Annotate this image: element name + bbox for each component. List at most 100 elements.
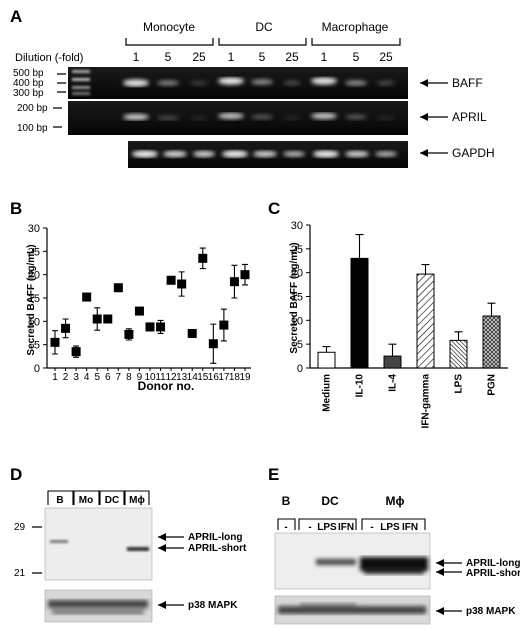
- y-tick-label-b: 15: [28, 293, 40, 305]
- lane-label-dc: DC: [105, 495, 119, 506]
- blot-d-april: [44, 507, 153, 581]
- data-point-b: [187, 328, 197, 338]
- dilution-1: 5: [165, 50, 172, 64]
- lane-label-mo: Mo: [79, 495, 93, 506]
- dilution-2: 25: [192, 50, 206, 64]
- data-point-b: [61, 323, 71, 333]
- lane-label-e-3: IFN: [338, 522, 354, 533]
- group-bracket-macrophage: Macrophage: [311, 20, 401, 46]
- panel-c-ylabel: Secreted BAFF (ng/mL): [289, 242, 300, 353]
- data-point-b: [113, 283, 123, 293]
- x-tick-label-b: 8: [126, 372, 132, 383]
- x-tick-label-b: 4: [84, 372, 90, 383]
- y-tick-label-c: 5: [297, 339, 303, 351]
- y-tick-label-b: 0: [34, 363, 40, 375]
- data-point-b: [219, 320, 229, 330]
- y-tick-label-c: 15: [291, 292, 303, 304]
- y-tick-label-c: 10: [291, 315, 303, 327]
- x-tick-label-b: 6: [105, 372, 111, 383]
- group-label-b-e: B: [282, 494, 291, 508]
- y-tick-label-c: 0: [297, 363, 303, 375]
- gel-gapdh: [128, 141, 408, 168]
- ladder-400: 400 bp: [13, 78, 44, 89]
- data-point-b: [198, 253, 208, 263]
- band-label-gapdh: GAPDH: [452, 146, 495, 160]
- x-tick-label-c: Medium: [322, 374, 333, 412]
- x-tick-label-b: 17: [218, 372, 230, 383]
- marker-21: 21: [14, 568, 26, 579]
- error-bar-c: [322, 346, 331, 353]
- dilution-0: 1: [133, 50, 140, 64]
- panel-a: A Monocyte DC Macrophage Dilution (-fold…: [10, 7, 495, 168]
- bar-lps: [449, 339, 468, 369]
- bar-chart-c: 0 5 10 15 20 25 30 Medium IL-10 IL-4 IFN-gamma LPS P…: [291, 220, 508, 428]
- ladder-100: 100 bp: [17, 123, 48, 134]
- group-label-mphi-e: Mϕ: [386, 494, 405, 508]
- x-tick-label-b: 13: [176, 372, 188, 383]
- panel-b-xlabel: Donor no.: [138, 379, 195, 393]
- error-bar-c: [454, 331, 463, 341]
- error-bar-c: [421, 264, 430, 275]
- ladder-300: 300 bp: [13, 88, 44, 99]
- bar-medium: [317, 351, 336, 369]
- data-point-b: [145, 322, 155, 332]
- x-tick-label-b: 7: [116, 372, 122, 383]
- dilution-6: 1: [321, 50, 328, 64]
- arrow-label-p38-e: p38 MAPK: [466, 606, 516, 617]
- x-tick-label-b: 10: [144, 372, 156, 383]
- group-bracket-monocyte: Monocyte: [125, 20, 214, 46]
- data-point-b: [92, 314, 102, 324]
- error-bar-c: [487, 302, 496, 317]
- lane-label-mphi: Mϕ: [129, 495, 145, 506]
- data-point-b: [71, 347, 81, 357]
- band-label-april: APRIL: [452, 110, 487, 124]
- arrow-label-april-long-e: APRIL-long: [466, 558, 520, 569]
- x-tick-label-b: 15: [197, 372, 209, 383]
- data-point-b: [50, 337, 60, 347]
- x-tick-label-c: IL-10: [355, 374, 366, 398]
- y-tick-label-c: 25: [291, 244, 303, 256]
- data-point-b: [208, 339, 218, 349]
- panel-c-label: C: [268, 199, 280, 218]
- y-tick-label-b: 25: [28, 246, 40, 258]
- data-point-b: [229, 277, 239, 287]
- panel-e-label: E: [268, 465, 279, 484]
- dilution-5: 25: [285, 50, 299, 64]
- group-bracket-dc: DC: [218, 20, 307, 46]
- y-tick-label-c: 20: [291, 268, 303, 280]
- bar-pgn: [482, 315, 501, 369]
- x-tick-label-b: 19: [239, 372, 251, 383]
- lane-label-e-6: IFN: [402, 522, 418, 533]
- dilution-label: Dilution (-fold): [15, 52, 83, 64]
- bar-ifn-gamma: [416, 273, 435, 369]
- panel-c: C Secreted BAFF (ng/mL) 0 5 10 15 20 25 30 Medi…: [268, 199, 508, 428]
- group-label-macrophage: Macrophage: [322, 20, 389, 34]
- panel-d: D B Mo DC Mϕ 29 21 APRIL-long APRIL-shor…: [10, 465, 247, 623]
- group-label-dc: DC: [255, 20, 273, 34]
- x-tick-label-b: 18: [229, 372, 241, 383]
- dilution-7: 5: [353, 50, 360, 64]
- panel-b-ylabel: Secreted BAFF (ng/mL): [26, 244, 37, 355]
- group-label-dc-e: DC: [321, 494, 339, 508]
- panel-b-label: B: [10, 199, 22, 218]
- x-tick-label-c: PGN: [487, 374, 498, 396]
- data-point-b: [177, 279, 187, 289]
- bar-il-4: [383, 355, 402, 369]
- arrow-label-april-long-d: APRIL-long: [188, 532, 242, 543]
- x-tick-label-b: 11: [155, 372, 166, 383]
- ladder-500: 500 bp: [13, 68, 44, 79]
- arrow-label-april-short-d: APRIL-short: [188, 543, 247, 554]
- data-point-b: [240, 270, 250, 280]
- data-point-b: [82, 292, 92, 302]
- y-tick-label-c: 30: [291, 220, 303, 232]
- lane-labels-e: - - LPS IFN - LPS IFN: [284, 522, 418, 533]
- marker-29: 29: [14, 522, 26, 533]
- dilution-8: 25: [379, 50, 393, 64]
- lane-label-e-1: -: [308, 522, 311, 533]
- data-point-b: [124, 329, 134, 339]
- bar-il-10: [350, 257, 369, 369]
- panel-d-label: D: [10, 465, 22, 484]
- group-label-monocyte: Monocyte: [143, 20, 195, 34]
